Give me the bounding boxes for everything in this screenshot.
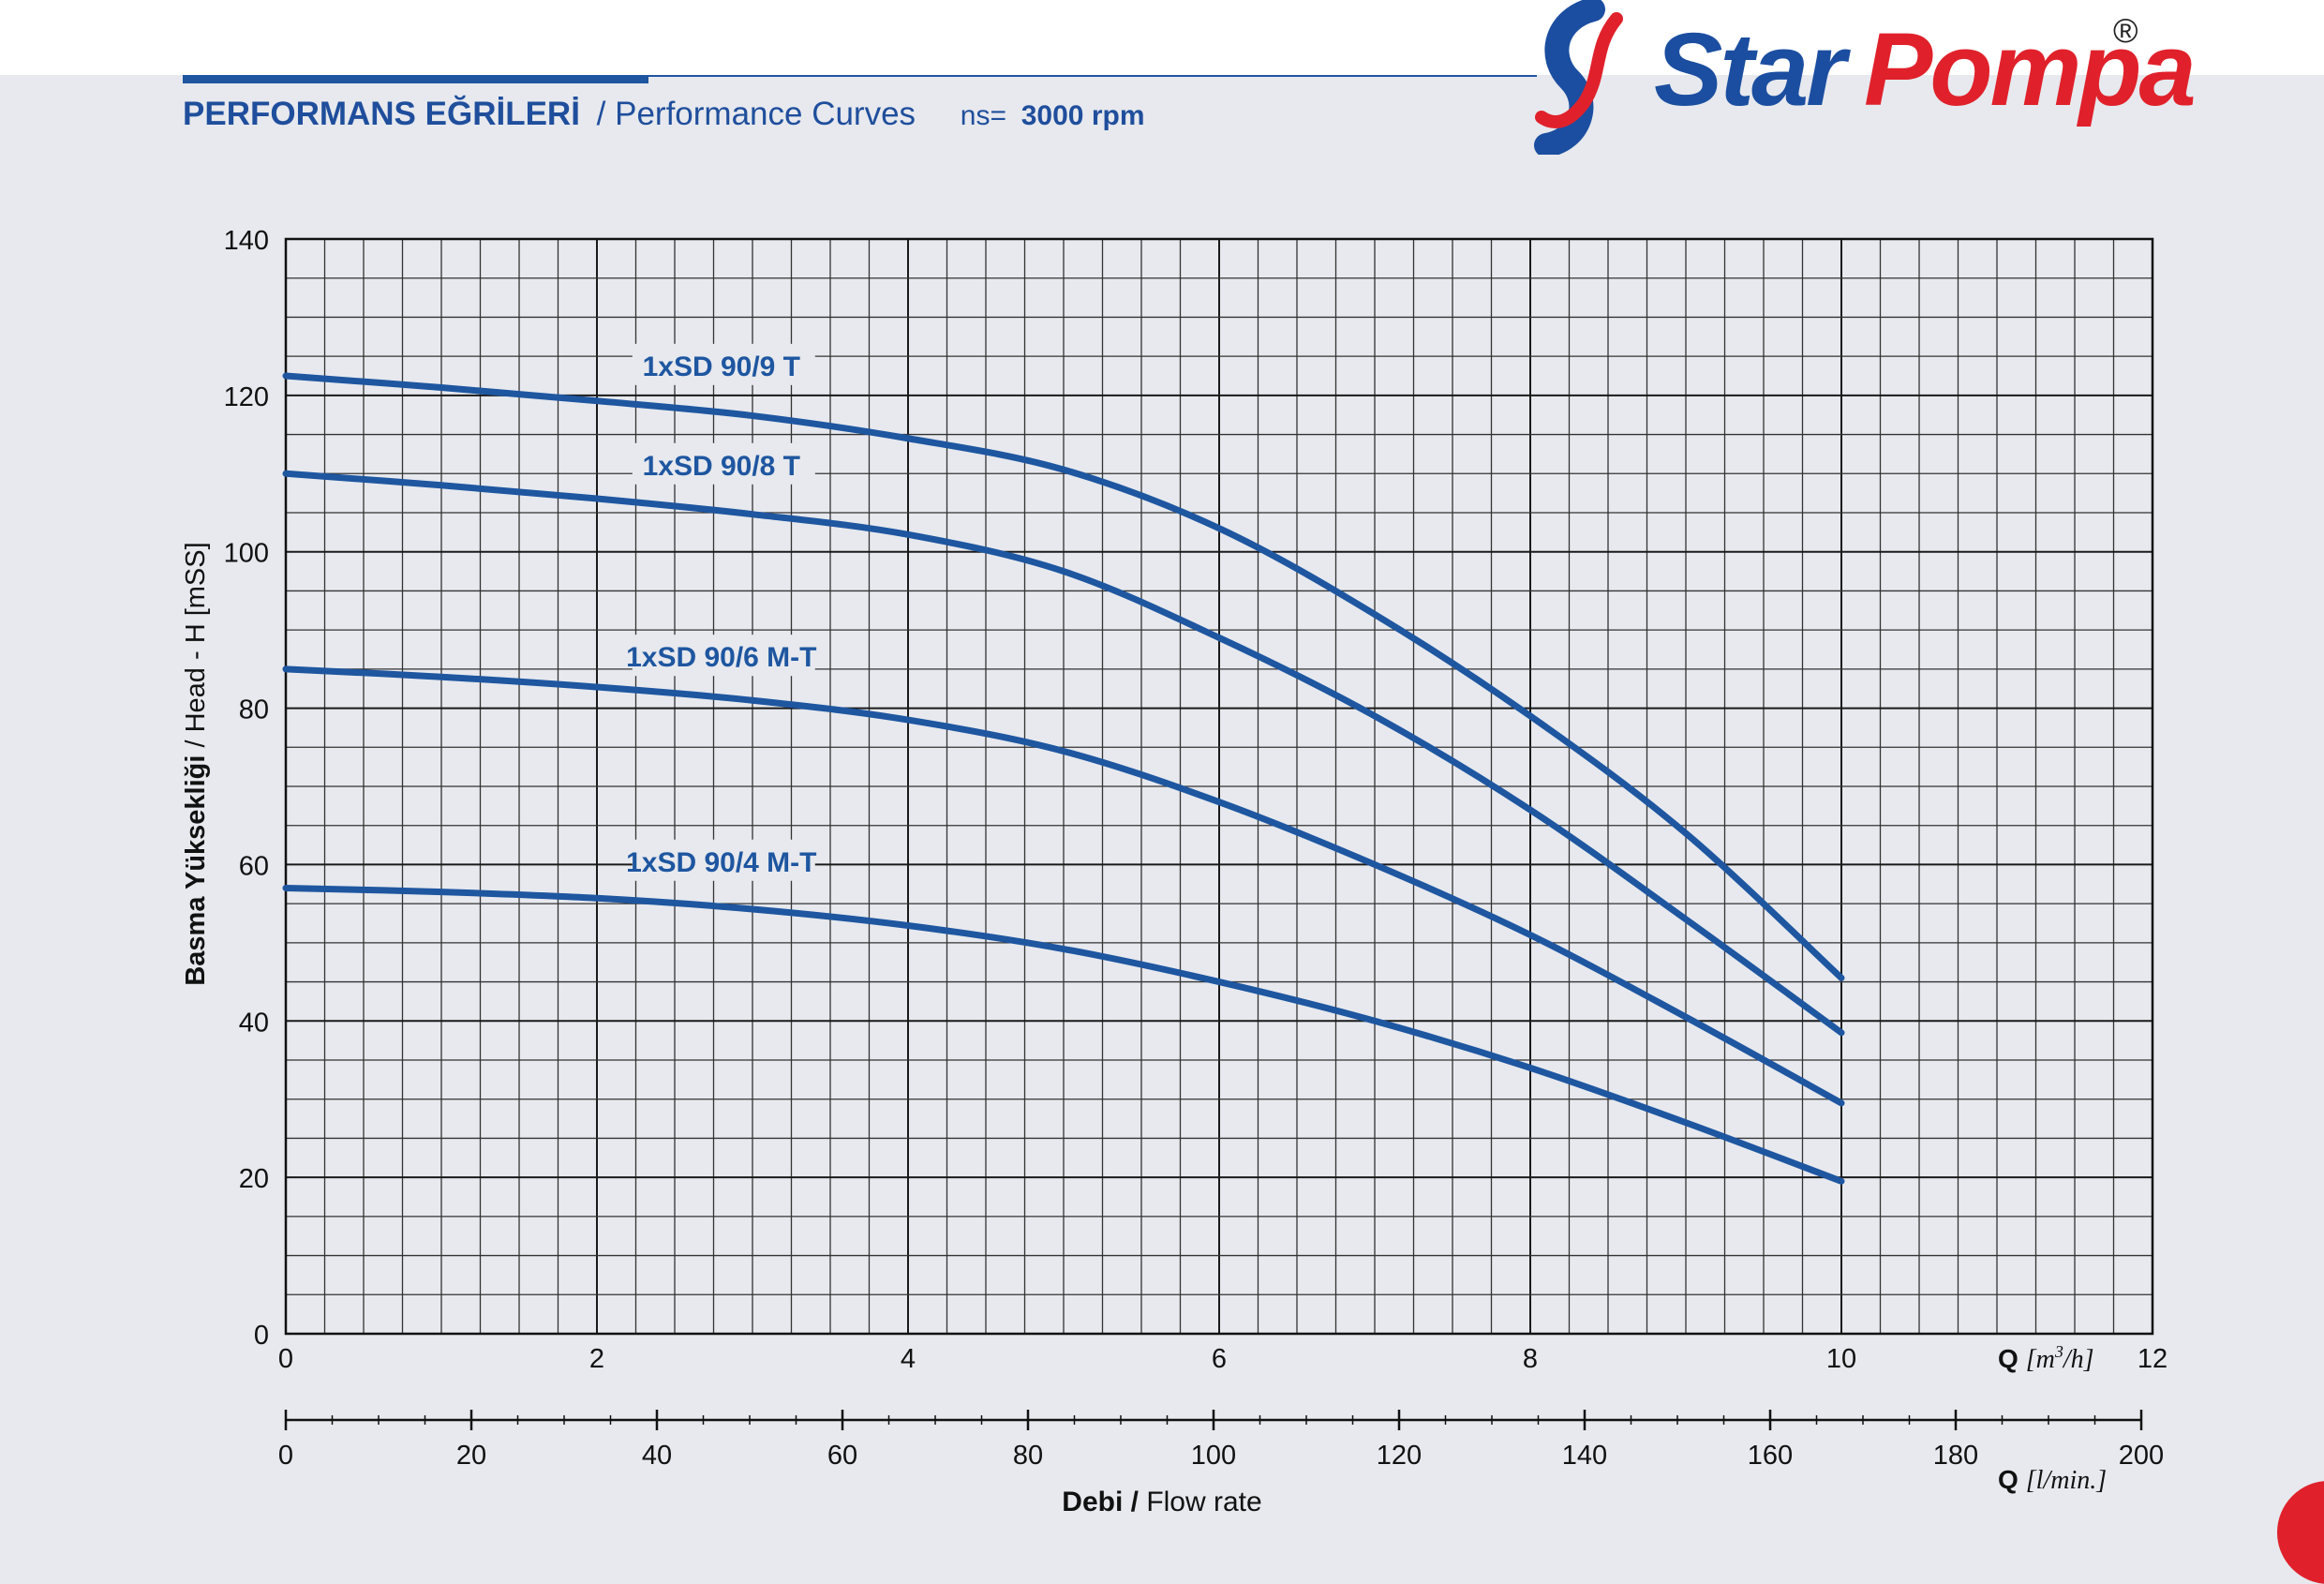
x2-tick-label: 200 (2119, 1441, 2164, 1471)
y-tick-label: 0 (254, 1321, 269, 1351)
x2-tick-label: 20 (456, 1441, 486, 1471)
logo-emblem-icon (1534, 0, 1623, 155)
chart-grid (284, 237, 2154, 1336)
x2-tick-label: 140 (1562, 1441, 1607, 1471)
y-tick-label: 120 (224, 382, 269, 412)
x-axis-label: Debi / Flow rate (1062, 1487, 1261, 1517)
x2-tick-label: 160 (1748, 1441, 1793, 1471)
x-tick-label: 8 (1523, 1344, 1538, 1374)
logo-word-star: Star (1654, 12, 1846, 127)
performance-curve (282, 372, 1845, 981)
curve-label: 1xSD 90/9 T (643, 351, 800, 382)
y-axis-label: Basma Yüksekliği / Head - H [mSS] (181, 542, 211, 985)
curve-label-background (632, 343, 815, 385)
registered-mark: ® (2113, 11, 2138, 50)
performance-curve (282, 884, 1845, 1185)
x-tick-label: 4 (901, 1344, 916, 1374)
speed-label: ns= (960, 100, 1007, 131)
y-axis-ticks: 0 20 40 60 80 100 120 140 (224, 226, 269, 1351)
performance-curve (282, 470, 1845, 1037)
x2-axis-unit: Q [l/min.] (1998, 1465, 2107, 1495)
page-title: PERFORMANS EĞRİLERİ / Performance Curves… (183, 96, 1145, 133)
y-tick-label: 100 (224, 539, 269, 569)
x-tick-label: 6 (1212, 1344, 1227, 1374)
curve-label-background (632, 839, 815, 881)
x2-tick-label: 60 (827, 1441, 857, 1471)
y-tick-label: 40 (239, 1008, 269, 1038)
x-tick-label: 10 (1826, 1344, 1856, 1374)
header-rule-accent (183, 75, 648, 83)
performance-curves: 1xSD 90/9 T 1xSD 90/8 T 1xSD 90/6 M-T 1xSD … (282, 343, 1845, 1185)
logo-word-pompa: Pompa (1863, 12, 2197, 127)
secondary-x-axis: 0 20 40 60 80 100 120 140 160 180 200 (278, 1410, 2164, 1471)
y-tick-label: 140 (224, 226, 269, 256)
x2-tick-label: 40 (642, 1441, 672, 1471)
header-band (0, 0, 2324, 75)
x2-tick-label: 0 (278, 1441, 293, 1471)
performance-chart: 0 20 40 60 80 100 120 140 0 2 4 6 8 10 12 0 20 40 60 80 10… (181, 226, 2168, 1517)
header-rule (648, 75, 1537, 77)
speed-value: 3000 rpm (1020, 100, 1145, 131)
curve-label-background (632, 635, 815, 677)
x-tick-label: 12 (2138, 1344, 2168, 1374)
performance-curve (282, 665, 1845, 1107)
x-tick-label: 2 (589, 1344, 604, 1374)
x-tick-label: 0 (278, 1344, 293, 1374)
y-tick-label: 80 (239, 695, 269, 725)
y-tick-label: 60 (239, 851, 269, 881)
curve-label-background (632, 442, 815, 485)
brand-logo: Star Pompa ® (1527, 0, 2197, 159)
title-english: / Performance Curves (596, 96, 916, 132)
x2-tick-label: 180 (1933, 1441, 1978, 1471)
plot-frame (284, 237, 2154, 1336)
x2-tick-label: 120 (1377, 1441, 1422, 1471)
x2-tick-label: 100 (1191, 1441, 1236, 1471)
x-axis-unit: Q [m3/h] (1998, 1342, 2094, 1374)
title-turkish: PERFORMANS EĞRİLERİ (183, 96, 580, 132)
x2-tick-label: 80 (1013, 1441, 1043, 1471)
x-axis-ticks: 0 2 4 6 8 10 12 (278, 1344, 2168, 1374)
y-tick-label: 20 (239, 1164, 269, 1194)
curve-label: 1xSD 90/8 T (643, 451, 800, 482)
curve-label: 1xSD 90/6 M-T (626, 642, 816, 673)
curve-label: 1xSD 90/4 M-T (626, 847, 816, 878)
